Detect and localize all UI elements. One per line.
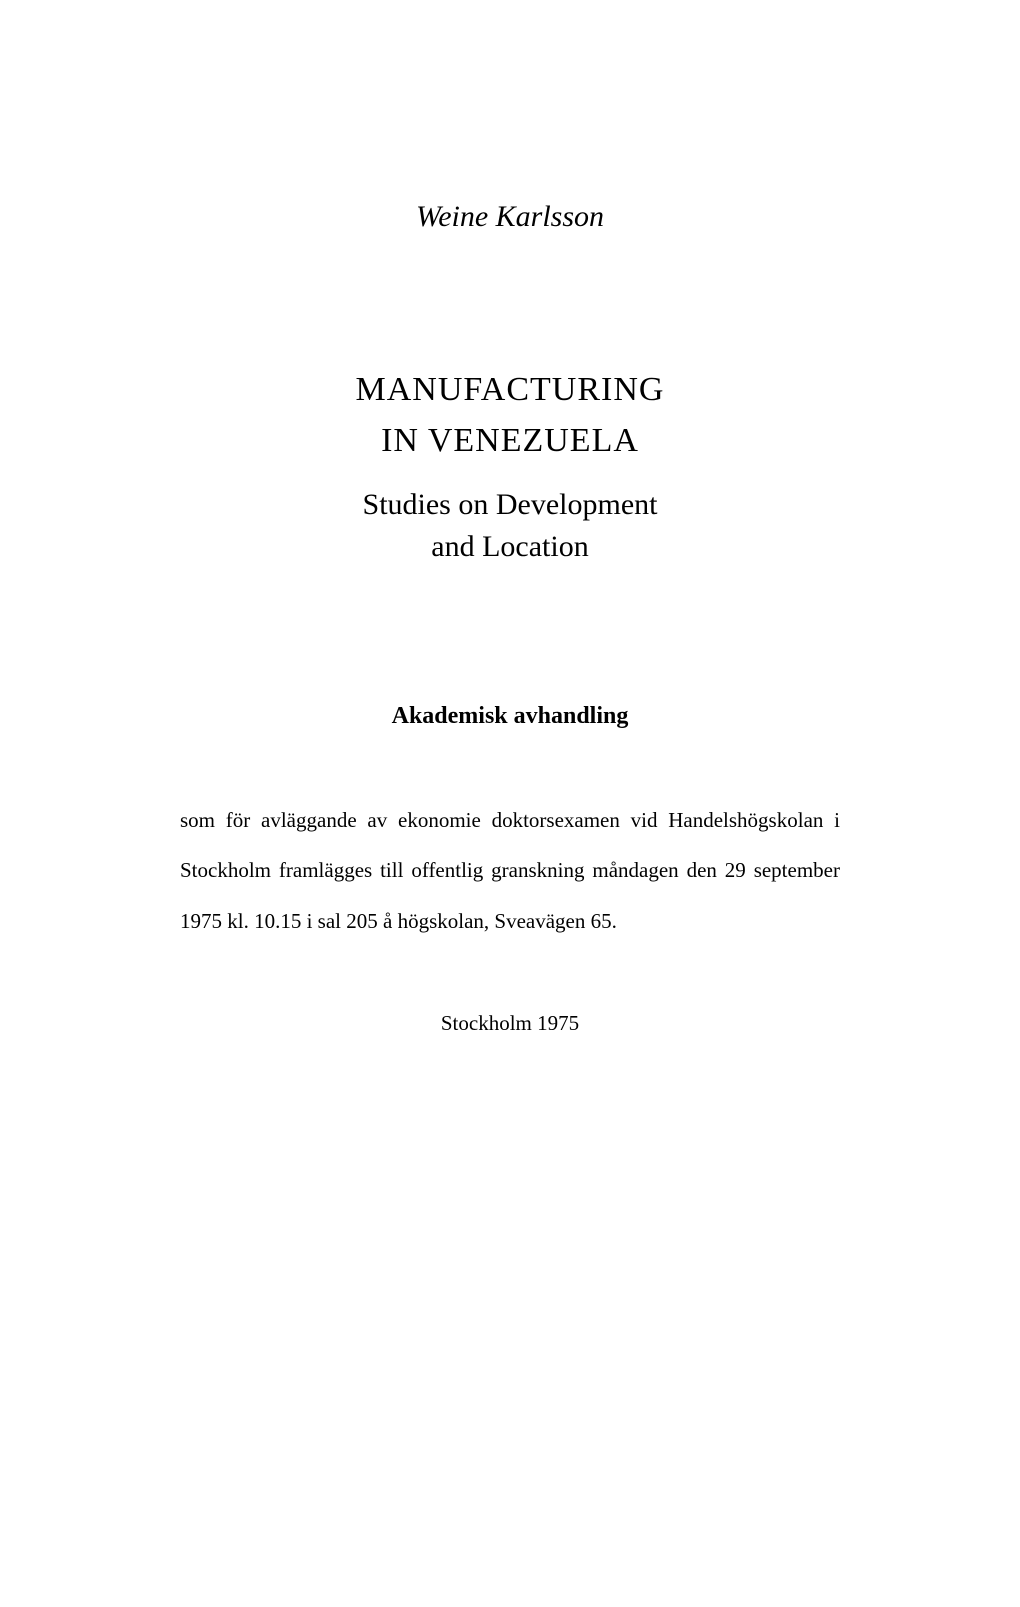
subtitle-line-1: Studies on Development: [363, 488, 658, 521]
section-heading: Akademisk avhandling: [180, 703, 840, 730]
publication-info: Stockholm 1975: [180, 1011, 840, 1036]
main-title: MANUFACTURING IN VENEZUELA: [180, 364, 840, 466]
subtitle: Studies on Development and Location: [180, 484, 840, 568]
subtitle-line-2: and Location: [431, 530, 588, 563]
author-name: Weine Karlsson: [180, 200, 840, 234]
title-line-2: IN VENEZUELA: [381, 422, 639, 459]
title-page: Weine Karlsson MANUFACTURING IN VENEZUEL…: [0, 0, 1020, 1607]
title-line-1: MANUFACTURING: [356, 371, 665, 408]
body-paragraph: som för avläggande av ekonomie doktorsex…: [180, 795, 840, 946]
